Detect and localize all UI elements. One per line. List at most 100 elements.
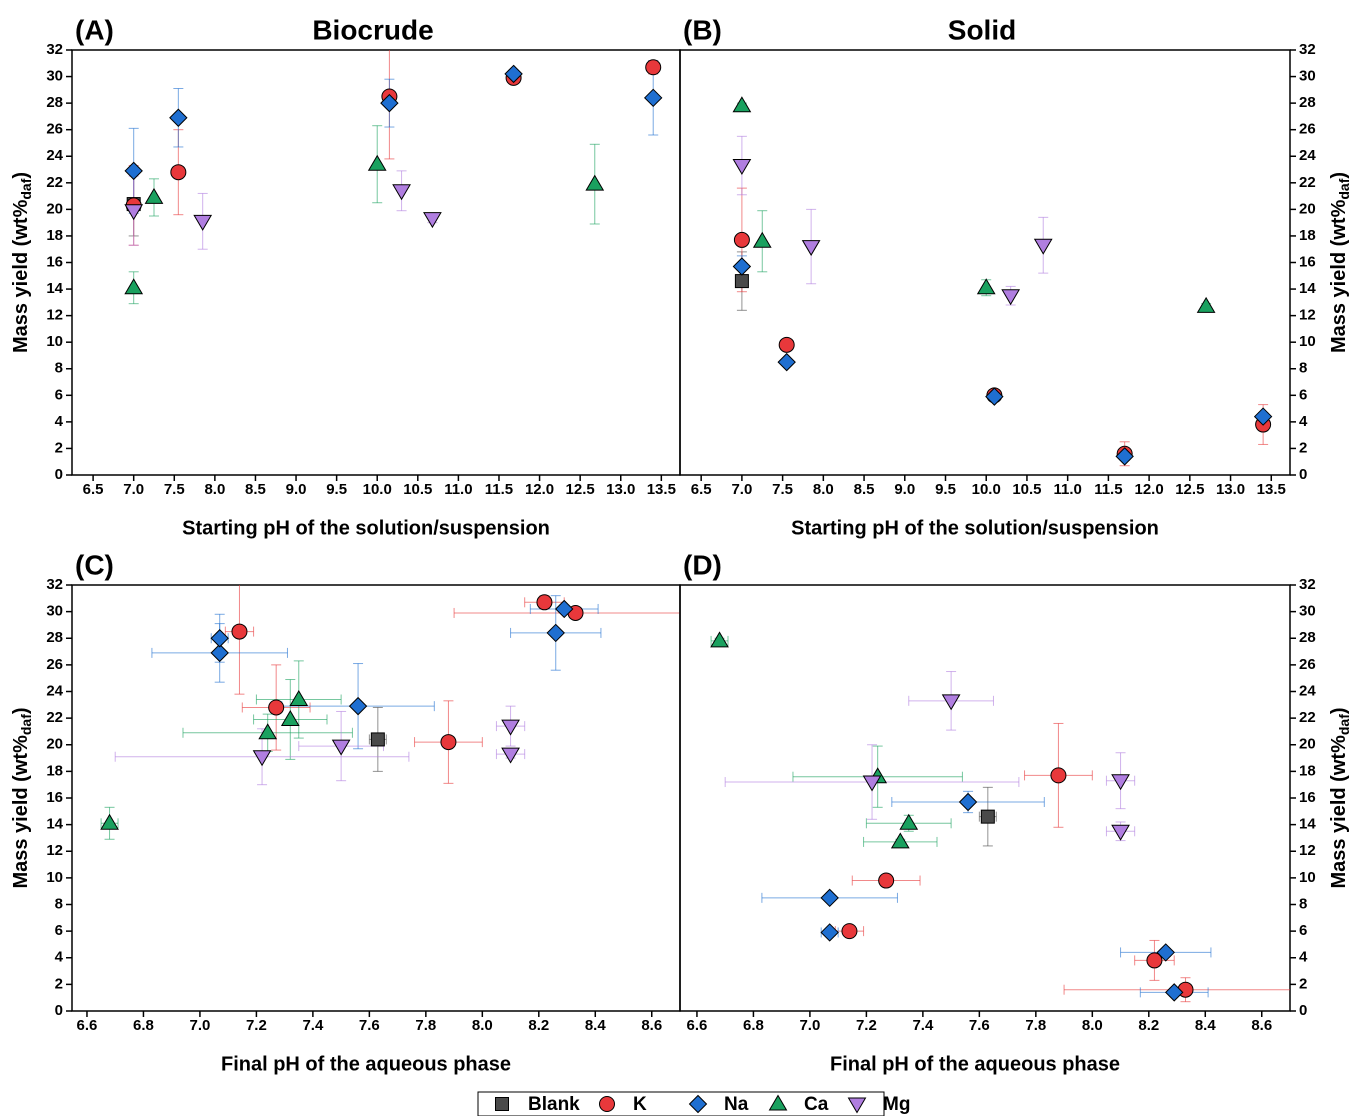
panel-label: (B) [683, 14, 722, 45]
x-tick-label: 9.0 [894, 481, 915, 498]
marker [210, 643, 229, 663]
plot-frame [71, 584, 681, 1012]
legend-marker [599, 1096, 615, 1112]
y-tick-label: 14 [1299, 816, 1316, 833]
marker [124, 204, 144, 221]
marker [1196, 296, 1216, 313]
y-axis-label-part: daf [18, 714, 34, 735]
y-tick-label: 16 [1299, 789, 1316, 806]
y-tick-label: 6 [1299, 386, 1307, 403]
x-tick-label: 7.0 [799, 1017, 820, 1034]
y-tick-label: 8 [55, 360, 63, 377]
y-tick-label: 18 [46, 227, 63, 244]
y-tick-label: 22 [1299, 709, 1316, 726]
x-tick-label: 11.5 [485, 481, 513, 498]
y-axis-label-part: Mass yield (wt% [10, 199, 32, 353]
data-layer [732, 96, 1273, 467]
y-tick-label: 28 [46, 629, 63, 646]
marker [585, 174, 605, 191]
panel-label: (D) [683, 549, 722, 580]
marker [210, 629, 229, 648]
x-tick-label: 7.2 [246, 1017, 267, 1034]
data-layer [124, 50, 663, 305]
y-tick-label: 6 [55, 922, 63, 939]
legend-marker [688, 1094, 708, 1114]
marker [501, 747, 520, 764]
x-tick-label: 12.5 [566, 481, 595, 498]
y-tick-label: 8 [1299, 360, 1307, 377]
marker [1033, 238, 1053, 255]
marker [1253, 407, 1273, 426]
marker [820, 923, 839, 942]
marker [367, 154, 387, 171]
marker [280, 709, 300, 726]
y-tick-label: 14 [46, 280, 63, 297]
y-tick-label: 2 [1299, 439, 1307, 456]
marker [732, 96, 752, 113]
y-tick-label: 8 [55, 895, 63, 912]
y-tick-label: 4 [1299, 949, 1308, 966]
marker [1111, 774, 1130, 791]
x-tick-label: 11.0 [1053, 481, 1081, 498]
x-tick-label: 13.0 [1216, 481, 1245, 498]
y-tick-label: 2 [55, 975, 63, 992]
x-tick-label: 13.5 [1257, 481, 1286, 498]
x-axis-label: Final pH of the aqueous phase [830, 1053, 1120, 1075]
x-tick-label: 6.5 [691, 481, 712, 498]
marker [890, 832, 910, 849]
marker [536, 594, 553, 611]
x-tick-label: 10.0 [363, 481, 392, 498]
x-tick-label: 8.6 [641, 1017, 662, 1034]
x-tick-label: 6.6 [77, 1017, 98, 1034]
y-tick-label: 0 [1299, 1002, 1307, 1019]
marker [733, 231, 750, 248]
marker [941, 694, 961, 711]
marker [380, 93, 399, 113]
y-tick-label: 2 [55, 439, 63, 456]
x-tick-label: 6.8 [133, 1017, 154, 1034]
y-tick-label: 20 [1299, 736, 1316, 753]
y-tick-label: 16 [1299, 253, 1316, 270]
marker [958, 792, 978, 812]
marker [644, 88, 663, 108]
x-axis-label: Starting pH of the solution/suspension [791, 517, 1159, 539]
x-tick-label: 7.8 [415, 1017, 436, 1034]
marker [504, 64, 523, 84]
marker [980, 809, 995, 824]
marker [732, 159, 752, 176]
x-axis-label: Final pH of the aqueous phase [221, 1053, 511, 1075]
marker [710, 631, 729, 648]
panel-title: Solid [948, 14, 1016, 45]
x-tick-label: 9.5 [326, 481, 347, 498]
y-tick-label: 16 [46, 789, 63, 806]
x-tick-label: 7.0 [731, 481, 752, 498]
x-tick-label: 8.0 [1082, 1017, 1103, 1034]
y-tick-label: 6 [55, 386, 63, 403]
marker [124, 278, 144, 295]
y-tick-label: 4 [1299, 413, 1308, 430]
x-tick-label: 7.8 [1025, 1017, 1046, 1034]
marker [289, 689, 309, 706]
y-tick-label: 14 [1299, 280, 1316, 297]
y-tick-label: 28 [46, 94, 63, 111]
x-tick-label: 8.0 [204, 481, 225, 498]
x-tick-label: 7.0 [123, 481, 144, 498]
y-tick-label: 0 [55, 1002, 63, 1019]
marker [392, 184, 411, 201]
x-tick-label: 8.0 [472, 1017, 493, 1034]
marker [899, 813, 919, 830]
y-tick-label: 10 [1299, 869, 1316, 886]
legend-box [477, 1091, 885, 1116]
y-tick-label: 2 [1299, 975, 1307, 992]
y-axis-label-part: daf [18, 178, 34, 199]
x-tick-label: 6.8 [743, 1017, 764, 1034]
legend-label: Ca [804, 1094, 829, 1115]
marker [100, 813, 119, 830]
marker [778, 336, 795, 353]
legend-label: K [633, 1094, 647, 1115]
y-tick-label: 10 [46, 869, 63, 886]
marker [820, 888, 839, 908]
marker [231, 623, 248, 640]
panel-title: Biocrude [312, 14, 433, 45]
